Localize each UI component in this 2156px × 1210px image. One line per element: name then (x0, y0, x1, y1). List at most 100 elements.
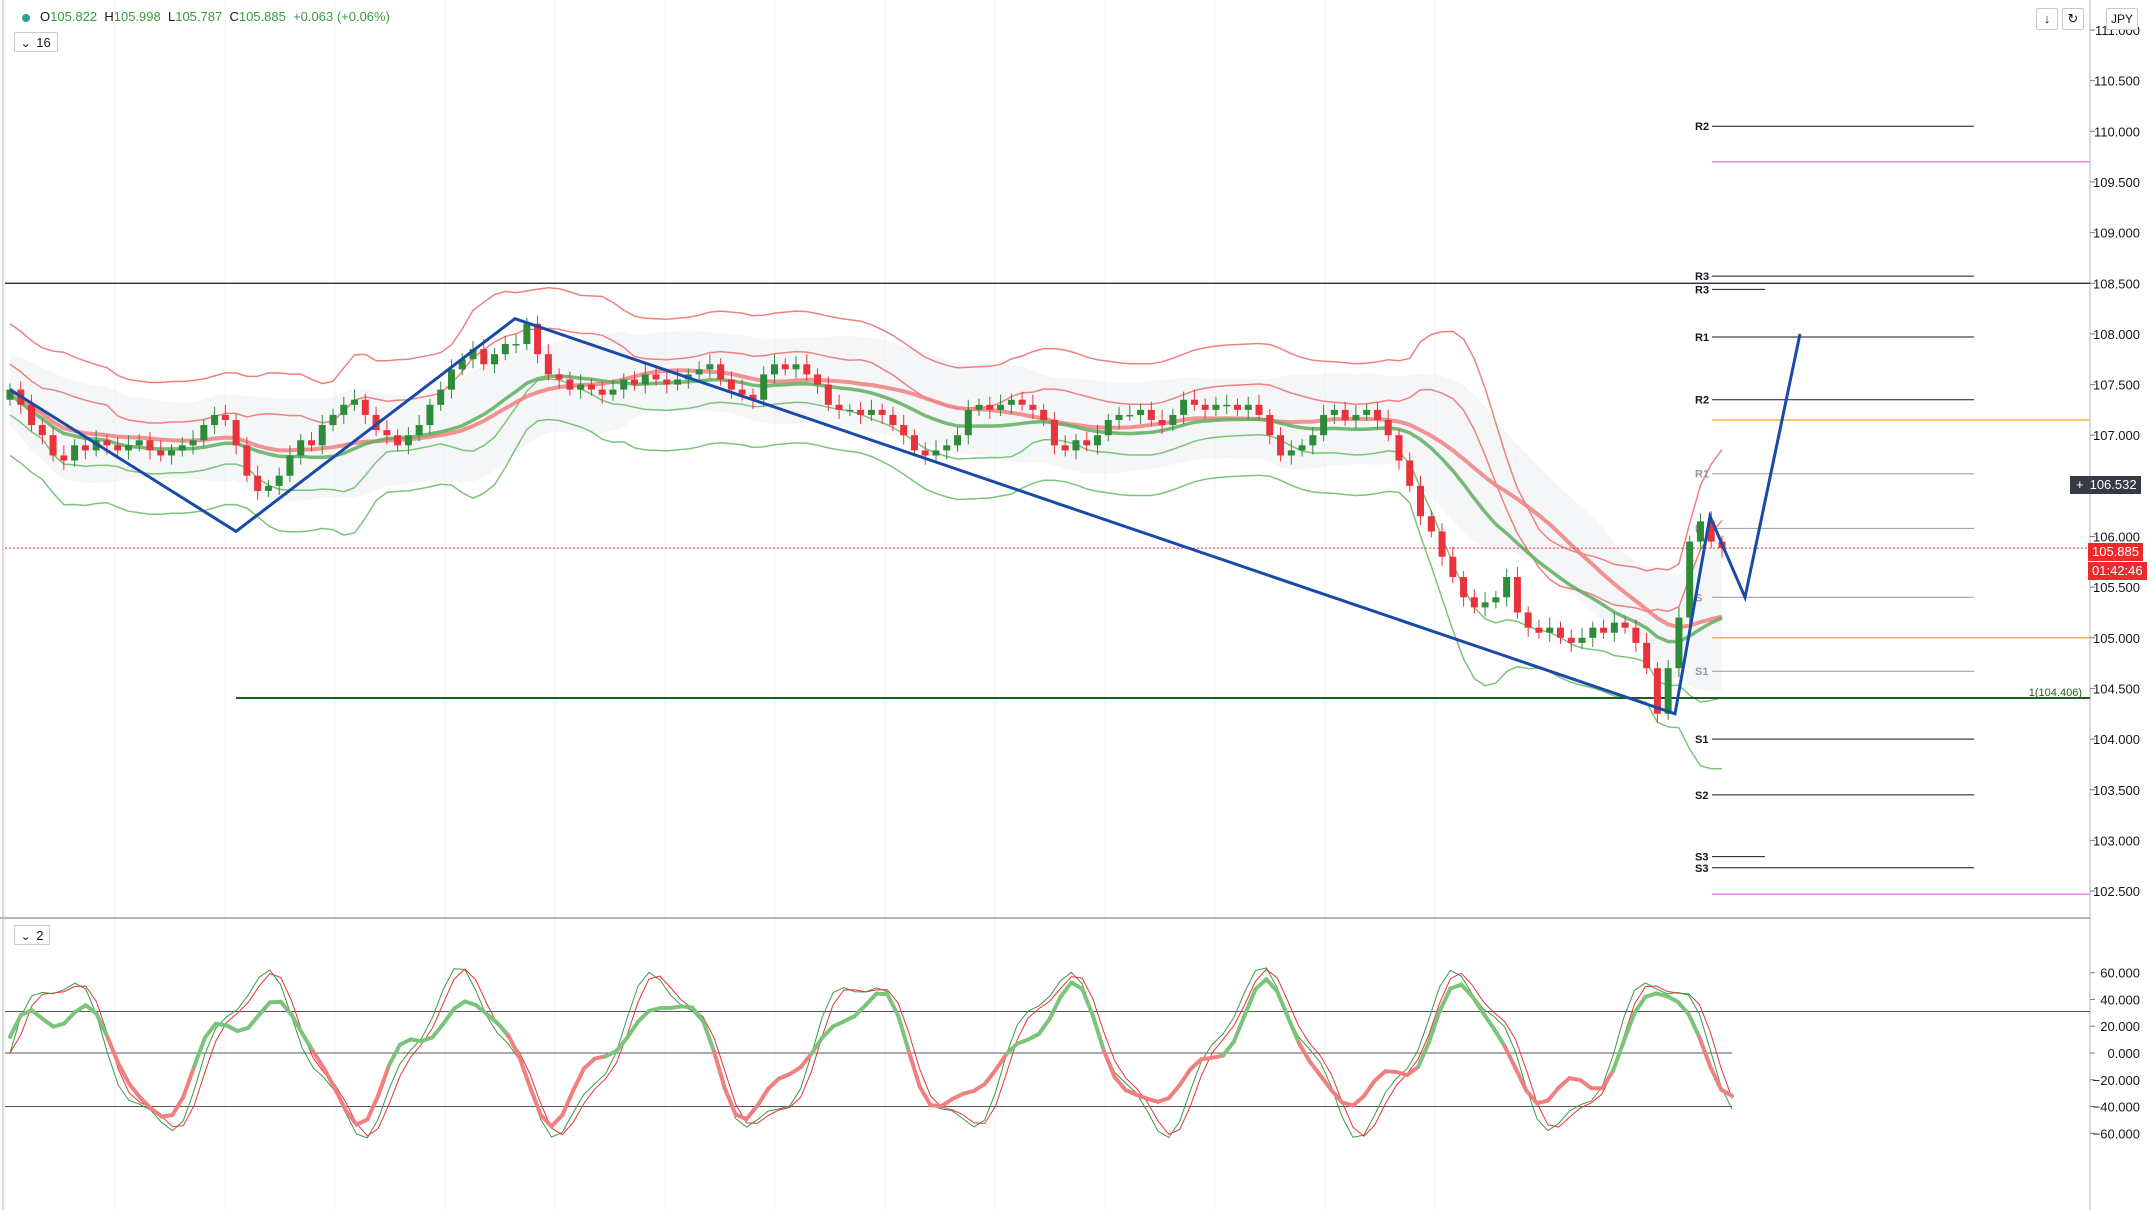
bear-candle (1449, 556, 1457, 578)
bear-candle (803, 364, 811, 375)
osc-histogram-line (787, 1065, 803, 1077)
osc-histogram-line (906, 1049, 922, 1089)
bear-candle (1341, 409, 1349, 421)
bear-candle (1158, 420, 1166, 426)
bear-candle (587, 384, 595, 390)
osc-histogram-line (1556, 1076, 1572, 1090)
osc-histogram-line (127, 1081, 142, 1100)
upper-band-inner (9, 327, 1723, 613)
bear-candle (921, 450, 929, 456)
osc-histogram-line (1112, 1075, 1128, 1092)
bull-candle (954, 435, 962, 446)
bull-candle (200, 425, 208, 441)
indicator-count: 16 (36, 35, 51, 50)
osc-histogram-line (1329, 1087, 1345, 1105)
bear-candle (1083, 440, 1091, 446)
osc-histogram-line (1253, 977, 1269, 992)
bear-candle (1653, 668, 1661, 714)
osc-histogram-line (755, 1086, 771, 1108)
bear-candle (221, 414, 229, 421)
bull-candle (1492, 597, 1500, 603)
bull-candle (297, 440, 305, 456)
bull-candle (264, 485, 272, 491)
price-tick-label: 103.500 (2093, 783, 2140, 798)
bull-candle (1330, 409, 1338, 415)
scroll-down-button[interactable]: ↓ (2036, 8, 2058, 30)
osc-histogram-line (332, 1086, 348, 1113)
osc-histogram-line (1069, 980, 1085, 991)
bull-candle (447, 369, 455, 390)
bull-candle (351, 399, 359, 405)
bear-candle (146, 440, 154, 451)
pivot-label: S2 (1695, 790, 1708, 802)
osc-histogram-line (549, 1113, 565, 1129)
bull-candle (286, 455, 294, 476)
price-tick-label: 102.500 (2093, 884, 2140, 899)
osc-tick-label: −60.000 (2093, 1126, 2140, 1141)
lower-band-outer (9, 418, 1723, 770)
bull-candle (426, 404, 434, 426)
osc-histogram-line (1545, 1085, 1561, 1103)
price-tick-label: 105.000 (2093, 631, 2140, 646)
bear-candle (1513, 577, 1521, 613)
osc-histogram-line (473, 1002, 489, 1016)
currency-button[interactable]: JPY (2106, 8, 2138, 30)
bear-candle (1050, 420, 1058, 446)
bull-candle (1212, 404, 1220, 410)
close-label: C (229, 9, 239, 24)
osc-histogram-line (1610, 1039, 1626, 1074)
osc-histogram-line (40, 1016, 56, 1029)
osc-tick-label: 20.000 (2100, 1019, 2140, 1034)
bear-candle (49, 435, 57, 456)
bull-candle (1169, 414, 1177, 426)
reset-button[interactable]: ↻ (2062, 8, 2084, 30)
upper-band-outer (9, 287, 1723, 572)
price-tick-label: 109.000 (2093, 226, 2140, 241)
price-tick-label: 110.500 (2094, 74, 2140, 89)
osc-histogram-line (798, 1051, 814, 1070)
oscillator-toggle-button[interactable]: ⌄ 2 (14, 925, 51, 945)
osc-histogram-line (993, 1052, 1009, 1073)
bear-candle (383, 430, 391, 436)
osc-histogram-line (376, 1063, 392, 1098)
osc-histogram-line (711, 1049, 727, 1091)
osc-histogram-line (1350, 1094, 1366, 1108)
bull-candle (318, 425, 326, 446)
bull-candle (523, 323, 531, 345)
osc-histogram-line (1307, 1059, 1323, 1078)
bull-candle (846, 409, 854, 412)
bear-candle (738, 389, 746, 395)
osc-histogram-line (1697, 1035, 1713, 1069)
osc-histogram-line (1405, 1065, 1420, 1078)
osc-histogram-line (1026, 1031, 1041, 1042)
bear-candle (555, 374, 563, 380)
osc-histogram-line (582, 1056, 597, 1071)
osc-histogram-line (387, 1042, 402, 1068)
bear-candle (1384, 420, 1392, 436)
osc-histogram-line (517, 1054, 532, 1089)
basis-line-green (8, 374, 1723, 644)
bear-candle (889, 414, 897, 426)
bear-candle (1427, 516, 1435, 532)
bear-candle (60, 455, 68, 461)
bull-candle (469, 349, 477, 360)
symbol-status-icon (22, 13, 30, 22)
bear-candle (1460, 577, 1468, 598)
bull-candle (1664, 668, 1672, 714)
osc-histogram-line (1686, 1012, 1702, 1040)
osc-tick-label: 40.000 (2100, 992, 2140, 1007)
bear-candle (544, 354, 552, 375)
bull-candle (867, 409, 875, 415)
price-tick-label: 106.000 (2093, 530, 2140, 545)
pivot-label: S3 (1695, 863, 1708, 875)
price-tick-label: 104.500 (2093, 681, 2140, 696)
osc-histogram-line (1177, 1067, 1193, 1088)
bear-candle (1018, 399, 1026, 405)
arrow-down-icon: ↓ (2043, 11, 2051, 26)
bear-candle (1190, 399, 1198, 405)
bull-candle (6, 389, 14, 400)
osc-histogram-line (1188, 1057, 1204, 1072)
osc-histogram-line (1415, 1040, 1431, 1070)
indicators-toggle-button[interactable]: ⌄ 16 (14, 32, 58, 52)
